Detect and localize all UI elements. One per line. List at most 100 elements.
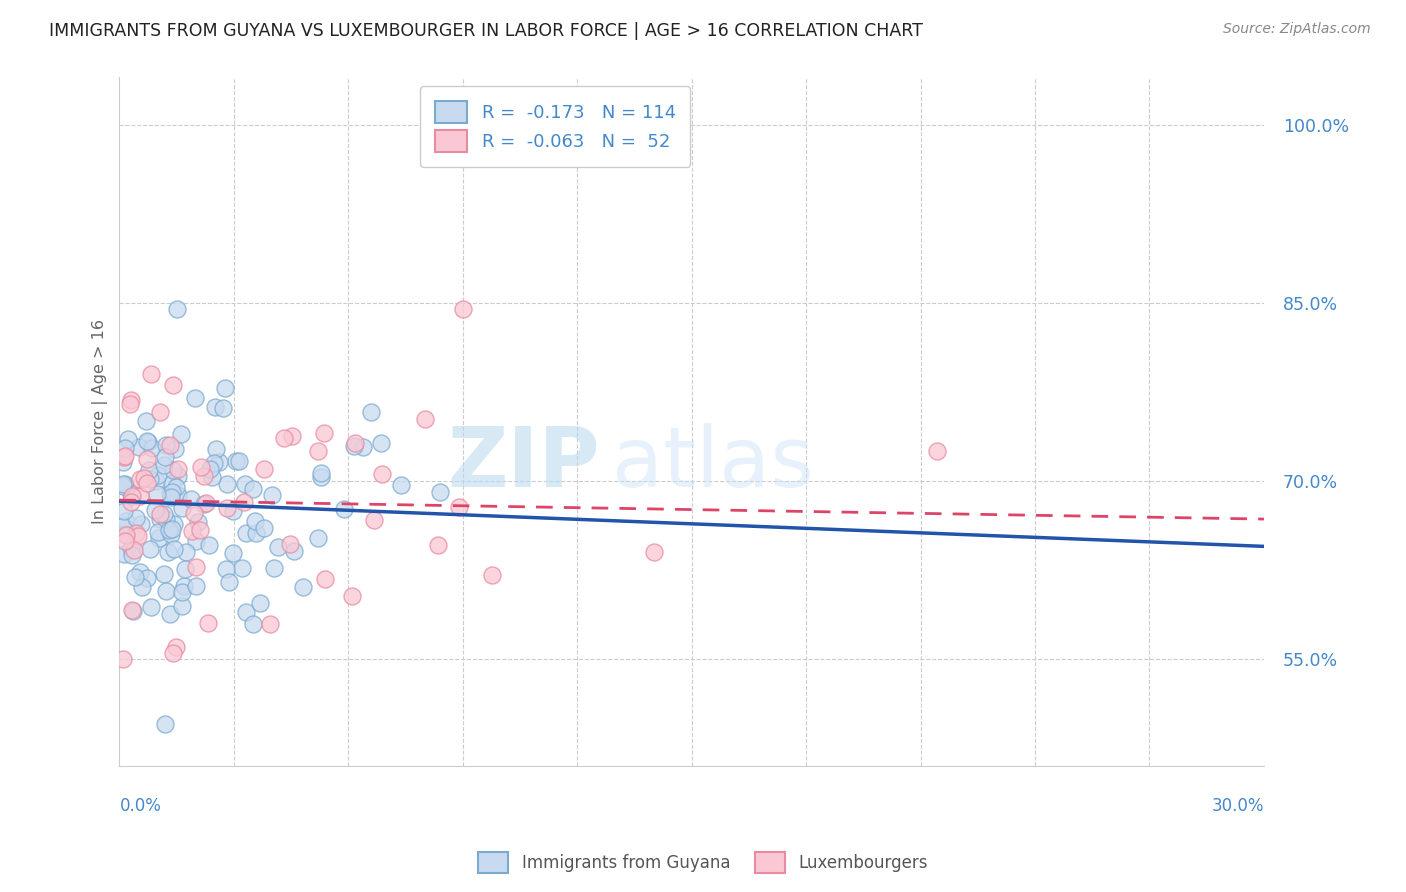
Point: [194, 496, 217, 510]
Point: [114, 449, 136, 463]
Point: [180, 491, 202, 506]
Point: [184, 391, 207, 405]
Point: [121, 489, 143, 503]
Point: [190, 460, 212, 475]
Point: [218, 575, 240, 590]
Point: [120, 495, 142, 509]
Point: [170, 501, 193, 516]
Point: [112, 479, 135, 493]
Point: [273, 431, 295, 445]
Point: [162, 646, 184, 660]
Point: [389, 478, 412, 492]
Point: [135, 475, 157, 490]
Point: [166, 301, 188, 316]
Point: [225, 454, 247, 468]
Point: [333, 501, 356, 516]
Point: [340, 589, 363, 603]
Point: [120, 397, 142, 411]
Point: [162, 378, 184, 392]
Point: [146, 525, 169, 540]
Point: [153, 450, 176, 464]
Point: [112, 519, 135, 533]
Point: [643, 545, 665, 559]
Point: [233, 494, 256, 508]
Point: [114, 441, 136, 455]
Point: [134, 471, 156, 485]
Text: atlas: atlas: [612, 423, 813, 504]
Point: [153, 566, 176, 581]
Point: [163, 542, 186, 557]
Point: [120, 392, 142, 407]
Point: [136, 451, 159, 466]
Point: [135, 414, 157, 428]
Point: [212, 401, 235, 415]
Point: [352, 441, 374, 455]
Point: [202, 456, 225, 470]
Point: [155, 583, 177, 598]
Point: [451, 301, 474, 316]
Point: [280, 537, 302, 551]
Point: [153, 458, 176, 472]
Point: [166, 461, 188, 475]
Point: [925, 444, 948, 458]
Point: [253, 520, 276, 534]
Text: ZIP: ZIP: [447, 423, 600, 504]
Point: [162, 463, 184, 477]
Point: [217, 477, 239, 491]
Point: [155, 717, 177, 731]
Point: [235, 526, 257, 541]
Point: [215, 501, 238, 516]
Legend: R =  -0.173   N = 114, R =  -0.063   N =  52: R = -0.173 N = 114, R = -0.063 N = 52: [420, 87, 690, 167]
Point: [187, 516, 209, 530]
Point: [170, 427, 193, 442]
Point: [291, 580, 314, 594]
Point: [163, 517, 186, 532]
Point: [139, 472, 162, 486]
Point: [120, 487, 142, 501]
Point: [166, 488, 188, 502]
Point: [170, 599, 193, 613]
Point: [186, 534, 208, 549]
Point: [129, 489, 152, 503]
Point: [222, 546, 245, 560]
Point: [127, 529, 149, 543]
Point: [153, 507, 176, 521]
Point: [208, 455, 231, 469]
Point: [193, 468, 215, 483]
Point: [343, 439, 366, 453]
Point: [198, 461, 221, 475]
Point: [267, 540, 290, 554]
Point: [198, 538, 221, 552]
Point: [174, 545, 197, 559]
Point: [222, 504, 245, 518]
Legend: Immigrants from Guyana, Luxembourgers: Immigrants from Guyana, Luxembourgers: [471, 846, 935, 880]
Point: [165, 480, 187, 494]
Point: [363, 513, 385, 527]
Point: [481, 567, 503, 582]
Point: [233, 477, 256, 491]
Point: [157, 524, 180, 538]
Point: [242, 483, 264, 497]
Point: [193, 497, 215, 511]
Point: [159, 607, 181, 622]
Point: [149, 507, 172, 521]
Point: [309, 470, 332, 484]
Point: [155, 438, 177, 452]
Point: [370, 435, 392, 450]
Point: [204, 400, 226, 414]
Text: Source: ZipAtlas.com: Source: ZipAtlas.com: [1223, 22, 1371, 37]
Point: [128, 566, 150, 580]
Point: [135, 434, 157, 448]
Point: [139, 599, 162, 614]
Point: [314, 425, 336, 440]
Point: [148, 531, 170, 545]
Point: [447, 500, 470, 514]
Point: [121, 604, 143, 618]
Point: [160, 485, 183, 500]
Point: [170, 585, 193, 599]
Point: [184, 559, 207, 574]
Point: [120, 541, 142, 555]
Point: [124, 570, 146, 584]
Point: [235, 605, 257, 619]
Point: [160, 522, 183, 536]
